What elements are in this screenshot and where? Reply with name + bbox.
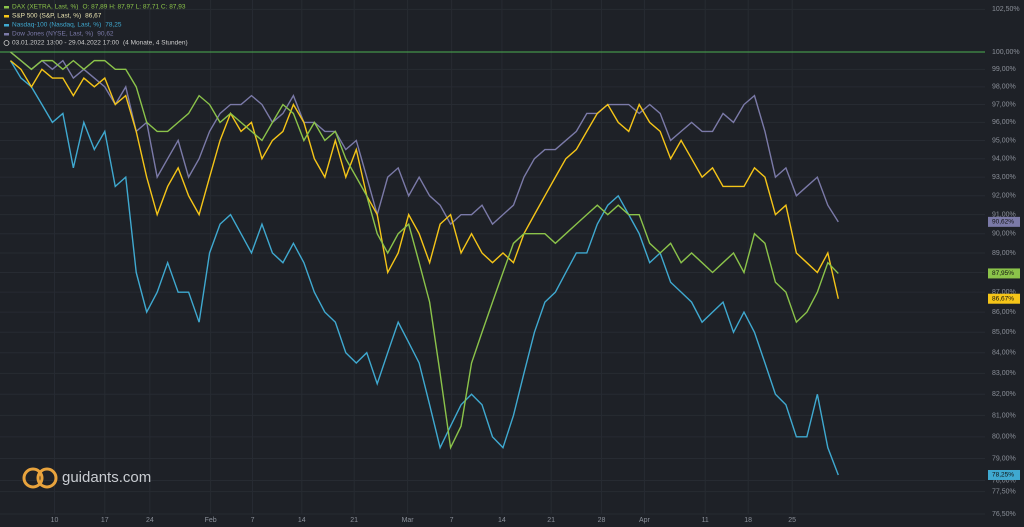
series-line [10, 51, 839, 451]
x-tick-label: 14 [298, 517, 306, 524]
y-tick-label: 89,00% [992, 250, 1016, 257]
y-tick-label: 102,50% [992, 6, 1020, 13]
legend-swatch [4, 33, 9, 36]
series-line [10, 60, 839, 299]
y-tick-label: 81,00% [992, 412, 1016, 419]
value-label: 87,95% [992, 270, 1014, 277]
y-tick-label: 83,00% [992, 370, 1016, 377]
y-tick-label: 94,00% [992, 156, 1016, 163]
legend-label: Nasdaq-100 (Nasdaq, Last, %) [12, 22, 101, 29]
y-tick-label: 99,00% [992, 66, 1016, 73]
y-tick-label: 79,00% [992, 455, 1016, 462]
x-tick-label: 7 [450, 517, 454, 524]
y-tick-label: 100,00% [992, 49, 1020, 56]
legend-swatch [4, 15, 9, 18]
y-tick-label: 82,00% [992, 391, 1016, 398]
y-tick-label: 77,50% [992, 488, 1016, 495]
legend-last: 78,25 [105, 22, 122, 29]
y-tick-label: 97,00% [992, 101, 1016, 108]
y-tick-label: 78,00% [992, 477, 1016, 484]
y-tick-label: 92,00% [992, 193, 1016, 200]
x-tick-label: 21 [350, 517, 358, 524]
x-tick-label: Mar [402, 517, 415, 524]
legend-swatch [4, 24, 9, 27]
y-tick-label: 80,00% [992, 434, 1016, 441]
logo [22, 467, 44, 489]
x-tick-label: 14 [498, 517, 506, 524]
x-tick-label: Apr [639, 517, 651, 524]
legend: DAX (XETRA, Last, %) O: 87,89 H: 87,97 L:… [3, 4, 188, 47]
value-label: 90,62% [992, 219, 1014, 226]
x-tick-label: 25 [788, 517, 796, 524]
logo [36, 467, 58, 489]
x-tick-label: 24 [146, 517, 154, 524]
x-tick-label: 21 [547, 517, 555, 524]
legend-label: S&P 500 (S&P, Last, %) [12, 13, 81, 20]
legend-last: 86,67 [85, 13, 102, 20]
clock-icon [3, 40, 10, 46]
watermark-text: guidants.com [62, 469, 151, 486]
x-tick-label: 17 [101, 517, 109, 524]
x-tick-label: Feb [205, 517, 217, 524]
legend-label: DAX (XETRA, Last, %) [12, 4, 78, 11]
legend-range: 03.01.2022 13:00 - 29.04.2022 17:00 [12, 40, 119, 47]
y-tick-label: 76,50% [992, 511, 1016, 518]
series-line [9, 60, 839, 476]
value-label: 86,67% [992, 295, 1014, 302]
y-tick-label: 84,00% [992, 350, 1016, 357]
value-label-box [988, 216, 1020, 227]
watermark: guidants.com [22, 467, 151, 489]
series-line [10, 51, 839, 226]
legend-last: 90,62 [97, 31, 114, 38]
y-tick-label: 91,00% [992, 211, 1016, 218]
x-tick-label: 11 [702, 517, 709, 524]
value-label: 78,25% [992, 472, 1014, 479]
value-label-box [988, 469, 1020, 480]
y-tick-label: 93,00% [992, 174, 1016, 181]
legend-swatch [4, 6, 9, 9]
y-tick-label: 98,00% [992, 84, 1016, 91]
y-tick-label: 90,00% [992, 231, 1016, 238]
value-label-box [988, 293, 1020, 304]
legend-duration: (4 Monate, 4 Stunden) [123, 40, 188, 47]
x-tick-label: 28 [598, 517, 606, 524]
y-tick-label: 86,00% [992, 309, 1016, 316]
x-tick-label: 10 [51, 517, 59, 524]
legend-label: Dow Jones (NYSE, Last, %) [12, 31, 93, 38]
y-tick-label: 87,00% [992, 289, 1016, 296]
y-tick-label: 95,00% [992, 137, 1016, 144]
x-tick-label: 18 [744, 517, 752, 524]
x-tick-label: 7 [251, 517, 255, 524]
value-label-box [988, 268, 1020, 279]
legend-ohlc: O: 87,89 H: 87,97 L: 87,71 C: 87,93 [82, 4, 185, 11]
y-tick-label: 96,00% [992, 119, 1016, 126]
y-tick-label: 85,00% [992, 329, 1016, 336]
